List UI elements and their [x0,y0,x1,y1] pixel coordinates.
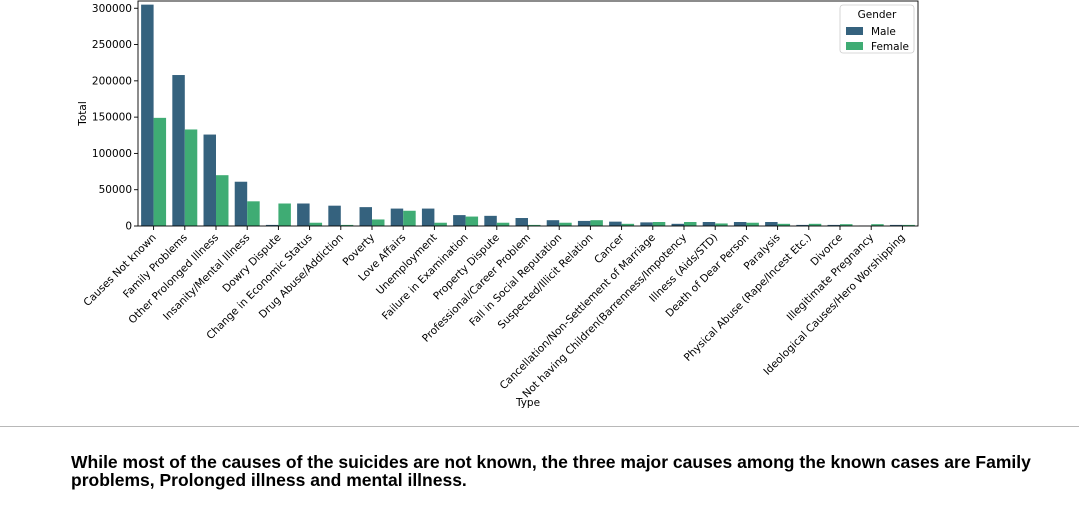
bar-male [796,224,809,226]
bar-female [808,223,822,226]
bar-female [559,222,572,226]
bar-female [247,201,260,226]
bar-female [777,223,791,226]
legend-box [839,4,915,54]
legend-swatch [846,27,863,35]
legend-title: Gender [858,9,897,21]
bar-male [328,205,341,226]
bar-male [889,224,903,226]
bar-female [434,222,447,226]
bar-female [590,220,603,226]
bar-male [265,224,279,226]
bar-male [640,222,653,226]
bar-female [216,175,229,226]
bar-male [359,207,372,226]
bar-male [141,4,154,226]
bar-male [671,223,684,226]
legend-label: Male [871,26,896,38]
bar-male [577,220,591,226]
bar-female [840,224,853,226]
divider [0,426,1079,427]
caption-line-2: problems, Prolonged illness and mental i… [71,470,467,490]
y-tick-label: 250000 [92,39,132,51]
bar-female [278,203,291,226]
bar-female [309,222,323,226]
bar-female [902,224,915,226]
y-axis-label: Total [77,101,89,127]
legend-swatch [846,42,863,50]
bar-female [153,117,167,226]
bar-male [609,221,622,226]
bar-female [715,223,728,226]
bar-female [621,223,635,226]
bar-female [528,224,541,226]
bar-male [297,203,310,226]
caption-line-1: While most of the causes of the suicides… [71,452,1031,472]
bar-male [453,215,466,226]
bar-female [465,216,479,226]
chart-area: 0 50000 100000 150000 200000 250000 300000 Caus… [77,0,919,409]
y-tick-label: 300000 [92,3,132,15]
bar-male [203,134,216,226]
bar-male [515,218,528,226]
bar-chart: 050000100000150000200000250000300000Caus… [77,0,919,409]
bar-male [172,75,185,226]
bar-male [390,208,404,226]
y-tick-label: 100000 [92,148,132,160]
bar-female [496,222,510,226]
bar-male [702,222,716,226]
bar-female [746,222,759,226]
y-tick-label: 50000 [99,184,132,196]
x-axis-label: Type [515,397,540,409]
caption-text: While most of the causes of the suicides… [71,453,1071,489]
bar-male [827,224,840,226]
y-tick-label: 0 [125,221,132,233]
plot-frame [137,0,919,227]
bar-female [184,129,198,226]
bar-male [546,220,560,226]
bar-female [372,219,385,226]
bar-male [733,222,747,226]
bar-male [484,215,497,226]
bar-male [765,222,778,226]
bar-female [871,224,884,226]
bar-male [234,181,248,226]
y-tick-label: 200000 [92,75,132,87]
bar-male [421,208,435,226]
bar-female [403,210,416,226]
bar-female [652,222,666,226]
bar-female [684,222,697,226]
y-tick-label: 150000 [92,112,132,124]
legend-label: Female [871,41,909,53]
bar-female [340,224,354,226]
